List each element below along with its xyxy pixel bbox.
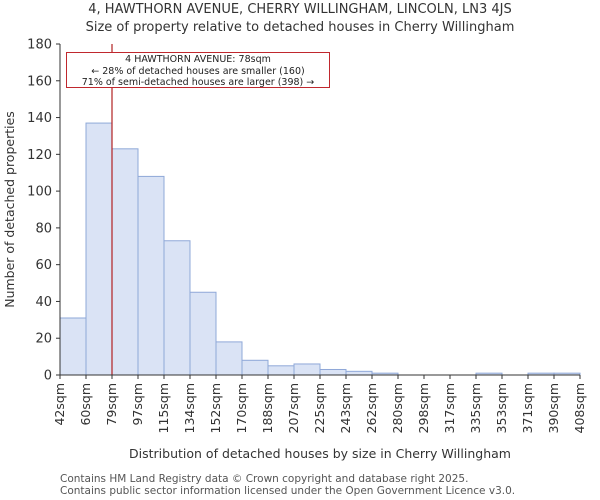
y-tick-label: 120: [27, 148, 52, 163]
y-axis-ticks: 0 20 40 60 80 100 120 140 160 180: [27, 38, 60, 384]
y-tick-label: 80: [35, 221, 52, 236]
footer-licence: Contains public sector information licen…: [60, 485, 516, 497]
y-tick-label: 180: [27, 38, 52, 53]
x-tick-label: 243sqm: [338, 383, 353, 433]
x-tick-label: 317sqm: [442, 383, 457, 433]
x-tick-label: 335sqm: [468, 383, 483, 433]
bar-79sqm: [111, 148, 139, 376]
annotation-line-3: 71% of semi-detached houses are larger (…: [81, 77, 315, 88]
x-tick-label: 42sqm: [52, 383, 67, 426]
footer-copyright: Contains HM Land Registry data © Crown c…: [60, 473, 469, 485]
y-tick-label: 40: [35, 295, 52, 310]
property-annotation-box: 4 HAWTHORN AVENUE: 78sqm ← 28% of detach…: [66, 52, 330, 88]
bar-42sqm: [59, 317, 87, 376]
x-tick-label: 152sqm: [208, 383, 223, 433]
y-axis-label: Number of detached properties: [2, 111, 17, 308]
bar-60sqm: [85, 122, 113, 376]
bar-97sqm: [137, 175, 165, 376]
y-tick-label: 20: [35, 332, 52, 347]
x-tick-label: 79sqm: [104, 383, 119, 426]
x-tick-label: 371sqm: [520, 383, 535, 433]
x-tick-label: 280sqm: [390, 383, 405, 433]
x-tick-label: 115sqm: [156, 383, 171, 433]
x-tick-label: 97sqm: [130, 383, 145, 426]
bar-170sqm: [241, 359, 269, 376]
y-tick-label: 140: [27, 111, 52, 126]
bar-115sqm: [163, 240, 191, 376]
x-tick-label: 170sqm: [234, 383, 249, 433]
bars-group: [59, 122, 581, 376]
annotation-line-2: ← 28% of detached houses are smaller (16…: [91, 65, 305, 77]
x-tick-label: 353sqm: [494, 383, 509, 433]
x-tick-label: 298sqm: [416, 383, 431, 433]
y-tick-label: 100: [27, 185, 52, 200]
x-tick-label: 60sqm: [78, 383, 93, 426]
x-tick-label: 225sqm: [312, 383, 327, 433]
chart-subtitle: Size of property relative to detached ho…: [85, 20, 515, 35]
y-tick-label: 0: [44, 369, 52, 384]
bar-152sqm: [215, 341, 243, 376]
x-tick-label: 207sqm: [286, 383, 301, 433]
x-tick-label: 390sqm: [546, 383, 561, 433]
chart-title: 4, HAWTHORN AVENUE, CHERRY WILLINGHAM, L…: [88, 2, 512, 17]
x-axis-label: Distribution of detached houses by size …: [129, 446, 511, 461]
bar-188sqm: [267, 365, 295, 376]
y-tick-label: 60: [35, 258, 52, 273]
x-tick-label: 134sqm: [182, 383, 197, 433]
x-tick-label: 408sqm: [572, 383, 587, 433]
bar-243sqm: [345, 370, 373, 376]
x-tick-label: 188sqm: [260, 383, 275, 433]
bar-207sqm: [293, 363, 321, 376]
y-tick-label: 160: [27, 74, 52, 89]
x-tick-label: 262sqm: [364, 383, 379, 433]
bar-134sqm: [189, 291, 217, 376]
x-axis-ticks: 42sqm 60sqm 79sqm 97sqm 115sqm 134sqm 152sqm 17…: [52, 375, 587, 433]
annotation-line-1: 4 HAWTHORN AVENUE: 78sqm: [125, 54, 271, 65]
bar-225sqm: [319, 368, 347, 376]
